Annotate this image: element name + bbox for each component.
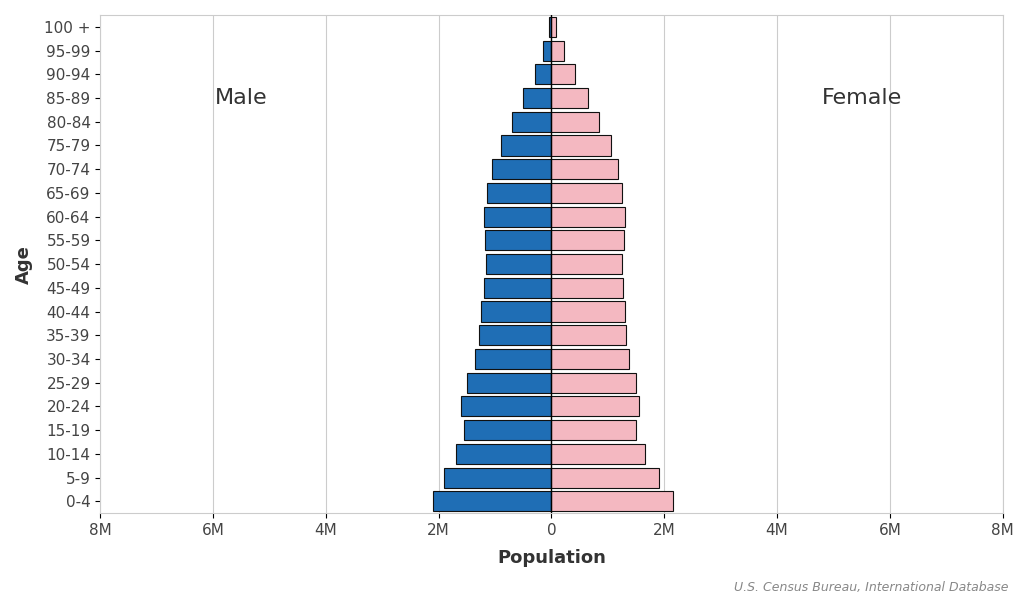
Bar — [492, 159, 552, 179]
Bar — [552, 444, 644, 464]
Bar — [552, 373, 636, 393]
Bar — [552, 159, 618, 179]
Bar — [475, 349, 552, 369]
Text: Female: Female — [821, 88, 901, 108]
Bar — [534, 64, 552, 85]
Bar — [552, 206, 625, 227]
Bar — [501, 136, 552, 155]
Bar — [456, 444, 552, 464]
Bar — [484, 278, 552, 298]
Bar — [552, 183, 622, 203]
Bar — [486, 254, 552, 274]
Text: Male: Male — [215, 88, 268, 108]
Bar — [481, 301, 552, 322]
Bar — [512, 112, 552, 132]
Bar — [467, 373, 552, 393]
Y-axis label: Age: Age — [15, 245, 33, 284]
Bar — [552, 301, 625, 322]
Bar — [445, 467, 552, 488]
Bar — [480, 325, 552, 346]
Bar — [552, 420, 636, 440]
Bar — [552, 136, 610, 155]
Bar — [552, 397, 639, 416]
Bar — [552, 254, 622, 274]
Bar — [552, 325, 627, 346]
Bar — [552, 88, 589, 108]
Bar — [552, 41, 564, 61]
Bar — [461, 397, 552, 416]
Bar — [433, 491, 552, 511]
Text: U.S. Census Bureau, International Database: U.S. Census Bureau, International Databa… — [734, 581, 1008, 594]
Bar — [552, 349, 630, 369]
Bar — [552, 17, 556, 37]
Bar — [552, 112, 600, 132]
Bar — [552, 64, 575, 85]
Bar — [487, 183, 552, 203]
Bar — [485, 230, 552, 250]
Bar — [552, 467, 659, 488]
Bar — [464, 420, 552, 440]
Bar — [543, 41, 552, 61]
X-axis label: Population: Population — [497, 549, 606, 567]
Bar — [548, 17, 552, 37]
Bar — [552, 278, 624, 298]
Bar — [552, 491, 673, 511]
Bar — [552, 230, 624, 250]
Bar — [484, 206, 552, 227]
Bar — [524, 88, 552, 108]
